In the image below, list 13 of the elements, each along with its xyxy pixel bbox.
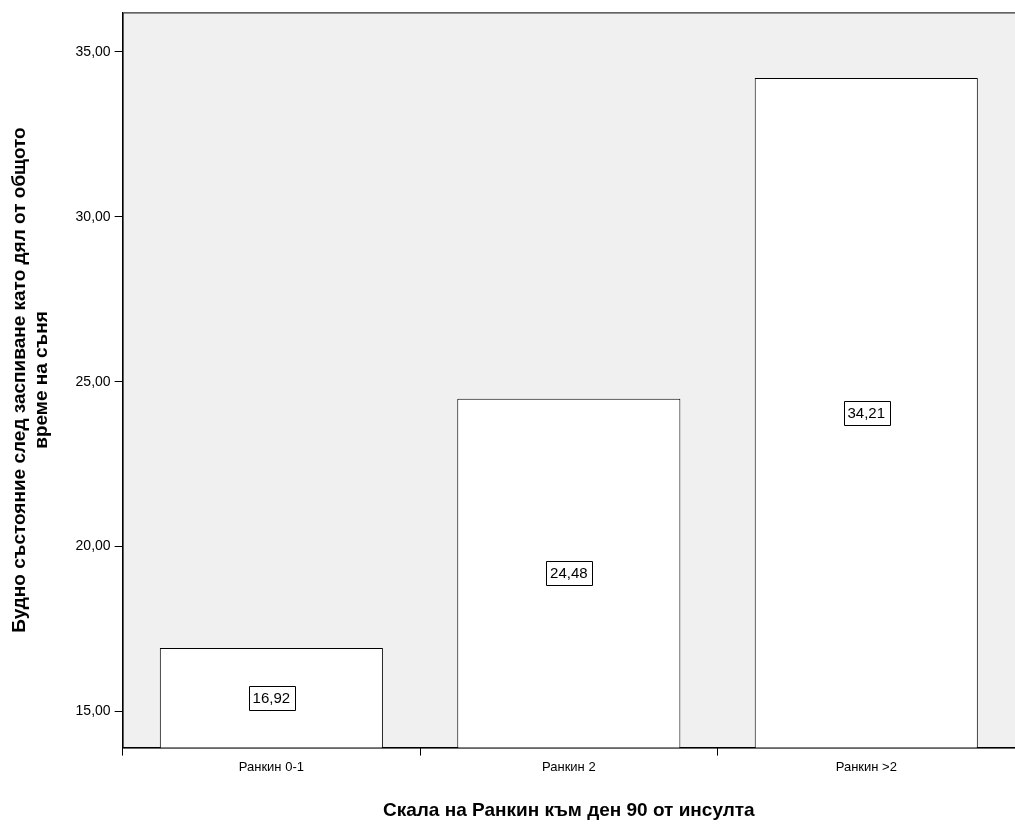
y-tick-label: 20,00 bbox=[75, 537, 111, 554]
y-tick-label: 15,00 bbox=[75, 702, 111, 719]
y-tick-label: 35,00 bbox=[75, 42, 111, 59]
data-label: 34,21 bbox=[847, 403, 886, 421]
x-tick-label: Ранкин >2 bbox=[835, 758, 897, 774]
x-tick-label: Ранкин 0-1 bbox=[238, 758, 304, 774]
x-tick-label: Ранкин 2 bbox=[542, 758, 596, 774]
y-tick-label: 30,00 bbox=[75, 207, 111, 224]
data-label: 24,48 bbox=[550, 564, 588, 582]
y-tick-label: 25,00 bbox=[75, 372, 111, 389]
data-label: 16,92 bbox=[252, 688, 291, 706]
x-axis-title: Скала на Ранкин към ден 90 от инсулта bbox=[383, 798, 756, 820]
y-axis-title: Будно състояние след заспиване като дял от общото време на съня bbox=[7, 127, 52, 633]
